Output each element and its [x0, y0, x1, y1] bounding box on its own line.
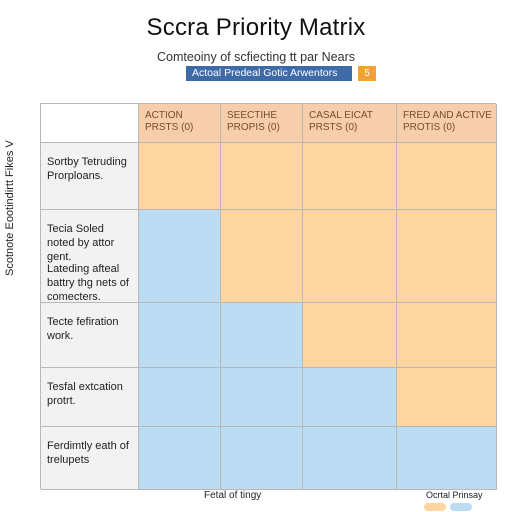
row-header: Ferdimtly eath of trelupets — [41, 427, 139, 490]
footer-dot-orange — [424, 503, 446, 511]
matrix-cell — [397, 210, 497, 303]
row-header-sublabel: Lateding afteal battry thg nets of comec… — [47, 263, 129, 303]
priority-matrix-grid: ACTION PRSTS (0) SEECTIHE PROPIS (0) CASAL… — [40, 103, 497, 490]
matrix-cell — [303, 210, 397, 303]
matrix-cell — [139, 303, 221, 368]
matrix-cell — [397, 427, 497, 490]
column-header: FRED AND ACTIVE PROTIS (0) — [397, 104, 497, 143]
matrix-cell — [221, 143, 303, 210]
matrix-cell — [221, 427, 303, 490]
matrix-cell — [303, 427, 397, 490]
row-header-label: Ferdimtly eath of trelupets — [47, 440, 129, 466]
row-header-label: Tesfal extcation protrt. — [47, 381, 123, 407]
row-header: Tecte fefiration work. — [41, 303, 139, 368]
matrix-cell — [397, 143, 497, 210]
matrix-cell — [303, 368, 397, 427]
column-header: CASAL EICAT PRSTS (0) — [303, 104, 397, 143]
matrix-cell — [397, 368, 497, 427]
column-header: ACTION PRSTS (0) — [139, 104, 221, 143]
matrix-cell — [139, 368, 221, 427]
column-header-label: CASAL EICAT PRSTS (0) — [309, 110, 373, 133]
matrix-cell — [139, 143, 221, 210]
matrix-corner — [41, 104, 139, 143]
page-subtitle: Comteoiny of scfiecting tt par Nears — [157, 50, 355, 64]
legend-row: Actoal Predeal Gotic Arwentors 5 — [186, 66, 376, 81]
footer-right-label: Ocrtal Prinsay — [426, 490, 483, 500]
footer-dot-blue — [450, 503, 472, 511]
matrix-cell — [397, 303, 497, 368]
column-header-label: FRED AND ACTIVE PROTIS (0) — [403, 110, 492, 133]
legend-badge: 5 — [358, 66, 376, 81]
row-header-label: Tecte fefiration work. — [47, 316, 119, 342]
row-header: Tesfal extcation protrt. — [41, 368, 139, 427]
matrix-cell — [221, 210, 303, 303]
footer-legend-dots — [424, 503, 476, 511]
page-title: Sccra Priority Matrix — [146, 14, 366, 41]
footer-center-label: Fetal of tingy — [204, 490, 262, 501]
column-header-label: SEECTIHE PROPIS (0) — [227, 110, 280, 133]
matrix-cell — [139, 427, 221, 490]
row-header-label: Sortby Tetruding Prorploans. — [47, 156, 127, 182]
row-header: Tecia Soled noted by attor gent. Lateding… — [41, 210, 139, 303]
column-header-label: ACTION PRSTS (0) — [145, 110, 194, 133]
row-header: Sortby Tetruding Prorploans. — [41, 143, 139, 210]
matrix-cell — [303, 303, 397, 368]
row-header-label: Tecia Soled noted by attor gent. — [47, 223, 115, 263]
matrix-cell — [303, 143, 397, 210]
matrix-cell — [221, 368, 303, 427]
matrix-cell — [221, 303, 303, 368]
matrix-cell — [139, 210, 221, 303]
column-header: SEECTIHE PROPIS (0) — [221, 104, 303, 143]
legend-label: Actoal Predeal Gotic Arwentors — [186, 66, 352, 81]
y-axis-label: Scotnote Eootindirtt Fikes V — [4, 140, 16, 276]
